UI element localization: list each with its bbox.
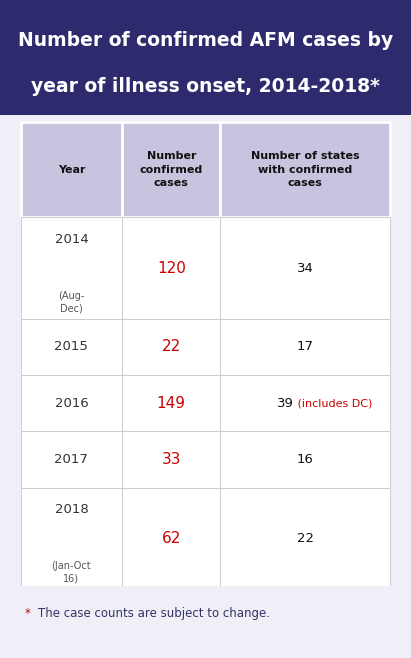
Text: year of illness onset, 2014-2018*: year of illness onset, 2014-2018* [31, 77, 380, 96]
Bar [220, 318, 390, 375]
Text: *: * [24, 607, 30, 620]
Text: 2014: 2014 [55, 233, 88, 245]
Bar [122, 217, 220, 318]
Text: 22: 22 [162, 340, 181, 355]
Text: 16: 16 [297, 453, 314, 466]
Text: 2017: 2017 [55, 453, 88, 466]
Bar [122, 488, 220, 589]
Text: Number of confirmed AFM cases by: Number of confirmed AFM cases by [18, 31, 393, 50]
Bar [220, 375, 390, 431]
Text: 62: 62 [162, 531, 181, 545]
Bar [220, 122, 390, 217]
Text: Number of states
with confirmed
cases: Number of states with confirmed cases [251, 151, 360, 188]
Bar [220, 488, 390, 589]
Text: Year: Year [58, 164, 85, 174]
Bar [122, 431, 220, 488]
Text: 2018: 2018 [55, 503, 88, 516]
Text: 17: 17 [297, 340, 314, 353]
Bar [21, 488, 122, 589]
Bar [220, 431, 390, 488]
Text: 22: 22 [297, 532, 314, 545]
Text: 2015: 2015 [55, 340, 88, 353]
Bar [21, 431, 122, 488]
Bar [220, 217, 390, 318]
Bar [122, 318, 220, 375]
Bar [21, 122, 122, 217]
Text: 34: 34 [297, 262, 314, 274]
Text: 149: 149 [157, 395, 186, 411]
Text: The case counts are subject to change.: The case counts are subject to change. [38, 607, 270, 620]
Text: (includes DC): (includes DC) [294, 398, 373, 408]
Bar [21, 217, 122, 318]
Bar [122, 375, 220, 431]
Text: 33: 33 [162, 452, 181, 467]
Text: 39: 39 [277, 397, 294, 410]
Bar [122, 122, 220, 217]
Text: (Jan-Oct
16): (Jan-Oct 16) [52, 561, 91, 584]
Text: (Aug-
Dec): (Aug- Dec) [58, 291, 85, 314]
Bar [21, 375, 122, 431]
Text: 120: 120 [157, 261, 186, 276]
Text: 2016: 2016 [55, 397, 88, 410]
Text: Number
confirmed
cases: Number confirmed cases [140, 151, 203, 188]
Bar [21, 318, 122, 375]
